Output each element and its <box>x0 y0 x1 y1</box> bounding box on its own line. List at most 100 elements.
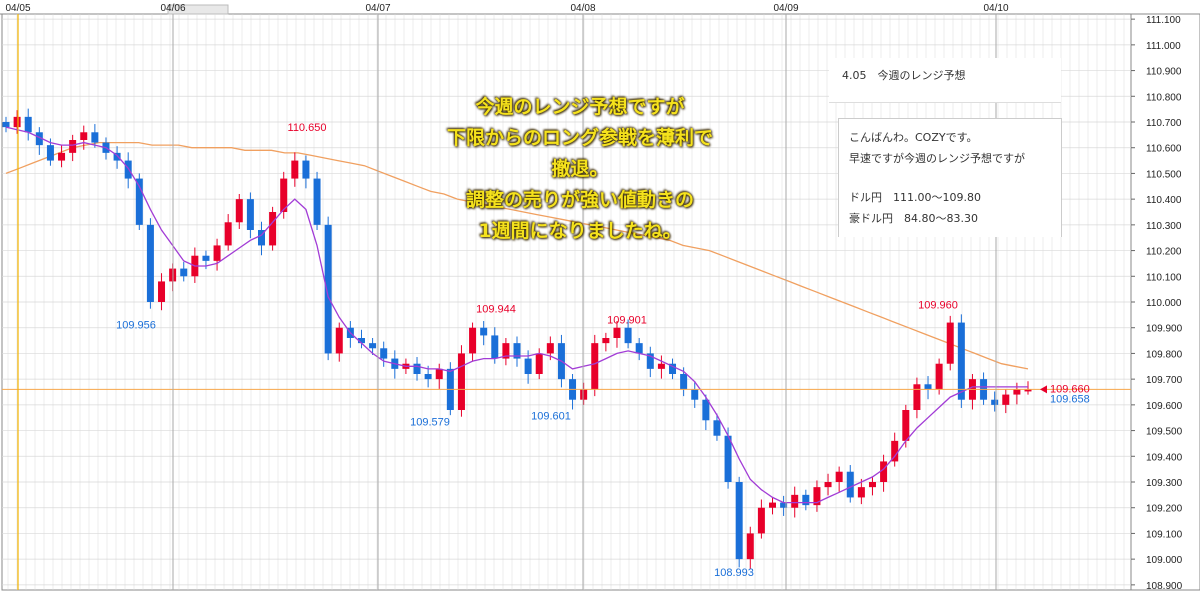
candle <box>280 178 288 212</box>
candle <box>580 389 588 400</box>
y-tick-label: 109.500 <box>1146 427 1183 438</box>
scroll-handle <box>167 4 229 15</box>
candle <box>524 358 532 374</box>
candle <box>780 502 788 508</box>
candle <box>891 440 899 462</box>
candle <box>746 533 754 560</box>
commentary-line-1: 今週のレンジ予想ですが <box>475 96 685 118</box>
candle <box>246 199 254 230</box>
x-tick-label: 04/10 <box>983 3 1008 14</box>
current-price-label-2: 109.658 <box>1050 393 1090 405</box>
swing-label: 109.579 <box>410 416 450 428</box>
candle <box>202 255 210 261</box>
candle <box>946 322 954 364</box>
current-price-label: 109.660 <box>1050 383 1090 395</box>
post-title[interactable]: 4.05 今週のレンジ予想 <box>842 69 966 82</box>
candle <box>113 152 121 161</box>
candle <box>735 482 743 560</box>
y-tick-label: 109.600 <box>1146 401 1183 412</box>
candle <box>513 343 521 359</box>
post-usdjpy-range: ドル円 111.00～109.80 <box>849 191 981 204</box>
post-audjpy-range: 豪ドル円 84.80～83.30 <box>849 212 978 225</box>
candle <box>757 507 765 534</box>
candle <box>480 327 488 336</box>
candle <box>591 343 599 390</box>
candle <box>902 410 910 441</box>
swing-label: 109.960 <box>918 299 958 311</box>
candle <box>13 116 21 128</box>
candle <box>224 222 232 246</box>
y-tick-label: 110.200 <box>1146 247 1182 258</box>
candle <box>180 268 188 277</box>
candle <box>291 160 299 179</box>
post-greeting: こんばんわ。COZYです。 <box>849 131 978 144</box>
candle <box>24 116 32 133</box>
post-header: 4.05 今週のレンジ予想 <box>829 58 1061 103</box>
candle <box>313 178 321 225</box>
candle <box>1024 389 1032 392</box>
candle <box>457 353 465 410</box>
candle <box>613 327 621 338</box>
y-tick-label: 109.000 <box>1146 555 1183 566</box>
candle <box>335 327 343 354</box>
price-axis <box>1130 13 1200 591</box>
swing-label: 108.993 <box>714 567 754 579</box>
candle <box>235 199 243 223</box>
y-tick-label: 110.700 <box>1146 118 1182 129</box>
candle <box>646 353 654 369</box>
candle <box>491 335 499 359</box>
y-tick-label: 110.900 <box>1146 67 1182 78</box>
candle <box>669 363 677 374</box>
candle <box>502 343 510 359</box>
candle <box>824 482 832 488</box>
candle <box>2 122 10 128</box>
y-tick-label: 110.000 <box>1146 298 1182 309</box>
x-tick-label: 04/06 <box>160 3 185 14</box>
ma-fast-line <box>5 126 1028 504</box>
y-tick-label: 109.400 <box>1146 452 1183 463</box>
candle <box>369 343 377 349</box>
candle <box>80 132 88 140</box>
y-tick-label: 111.000 <box>1146 41 1181 52</box>
commentary-line-4: 調整の売りが強い値動きの <box>465 189 694 211</box>
date-axis <box>0 0 1200 14</box>
commentary-line-5: 1週間になりましたね。 <box>478 220 682 242</box>
candle <box>469 327 477 354</box>
candle <box>713 420 721 436</box>
candle <box>691 389 699 400</box>
commentary-overlay: 今週のレンジ予想ですが 下限からのロング参戦を薄利で 撤退。 調整の売りが強い値… <box>395 92 765 247</box>
x-tick-label: 04/05 <box>5 3 30 14</box>
candle <box>791 494 799 508</box>
candle <box>769 502 776 508</box>
y-tick-label: 109.300 <box>1146 478 1183 489</box>
candle <box>46 145 54 161</box>
y-tick-label: 111.100 <box>1146 15 1181 26</box>
candle <box>424 374 432 380</box>
candle <box>880 461 888 482</box>
candle <box>302 160 310 179</box>
y-tick-label: 110.600 <box>1146 144 1182 155</box>
candle <box>913 384 921 410</box>
candle <box>413 363 421 374</box>
y-tick-label: 109.900 <box>1146 324 1183 335</box>
x-tick-label: 04/08 <box>570 3 595 14</box>
candle <box>69 140 77 153</box>
candle <box>813 487 821 506</box>
y-tick-label: 109.800 <box>1146 349 1183 360</box>
candle <box>158 281 166 302</box>
swing-label: 109.956 <box>116 319 156 331</box>
commentary-line-3: 撤退。 <box>551 158 609 180</box>
swing-label: 110.650 <box>288 122 327 134</box>
y-tick-label: 110.400 <box>1146 195 1182 206</box>
y-tick-label: 109.200 <box>1146 504 1183 515</box>
candle <box>924 384 932 390</box>
y-tick-label: 110.800 <box>1146 92 1182 103</box>
candle <box>269 212 277 246</box>
candle <box>724 435 732 482</box>
candle <box>657 363 665 369</box>
candle <box>135 178 143 225</box>
candle <box>680 374 688 390</box>
y-tick-label: 110.100 <box>1146 272 1182 283</box>
candle <box>435 368 443 380</box>
